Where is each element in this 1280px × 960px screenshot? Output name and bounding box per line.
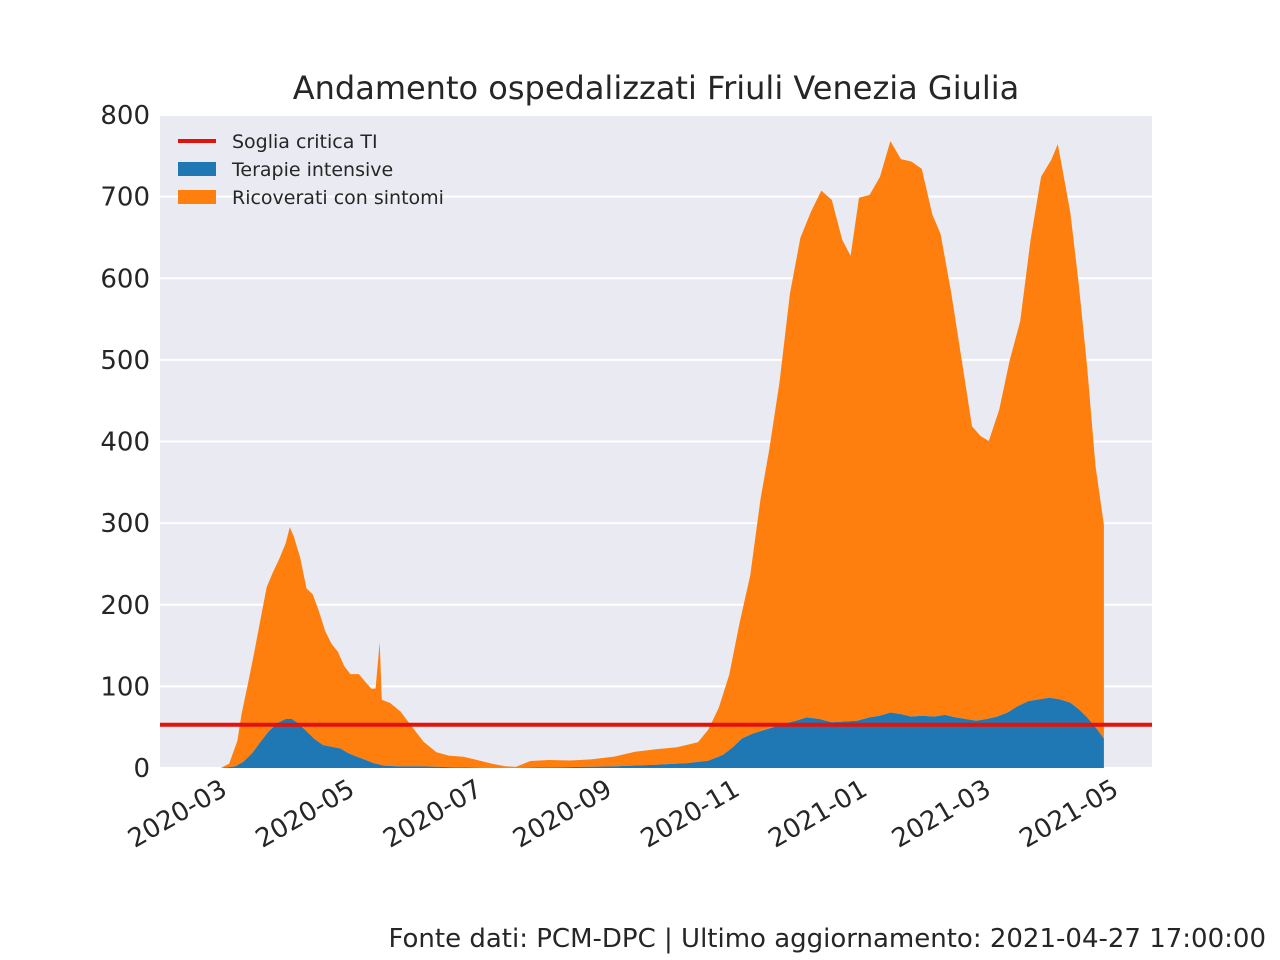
area-series [208,141,1104,769]
chart-title: Andamento ospedalizzati Friuli Venezia G… [293,69,1020,107]
x-tick-label: 2021-03 [887,774,996,854]
area-ricoverati-con-sintomi [208,141,1104,769]
area-terapie-intensive [208,697,1104,768]
y-tick-label: 700 [100,183,150,213]
legend-swatch-series [178,162,216,176]
y-tick-label: 400 [100,428,150,458]
source-footer: Fonte dati: PCM-DPC | Ultimo aggiornamen… [388,924,1267,954]
x-tick-label: 2020-07 [378,774,487,854]
legend-label-series: Ricoverati con sintomi [232,187,444,209]
y-tick-label: 0 [133,754,150,784]
y-axis: 0 100 200 300 400 500 600 700 800 [100,101,150,784]
y-tick-label: 500 [100,346,150,376]
legend-label-threshold: Soglia critica TI [232,131,378,153]
y-tick-label: 200 [100,591,150,621]
x-tick-label: 2020-03 [123,774,232,854]
legend-swatch-series [178,190,216,204]
y-tick-label: 300 [100,509,150,539]
y-tick-label: 800 [100,101,150,131]
legend: Soglia critica TI Terapie intensive Ricove… [178,131,444,209]
x-axis: 2020-03 2020-05 2020-07 2020-09 2020-11 2021-… [123,774,1124,854]
x-tick-label: 2021-05 [1015,774,1124,854]
x-tick-label: 2020-11 [636,774,745,854]
x-tick-label: 2021-01 [764,774,873,854]
y-tick-label: 600 [100,264,150,294]
x-tick-label: 2020-09 [508,774,617,854]
x-tick-label: 2020-05 [251,774,360,854]
legend-label-series: Terapie intensive [231,159,393,181]
y-tick-label: 100 [100,672,150,702]
